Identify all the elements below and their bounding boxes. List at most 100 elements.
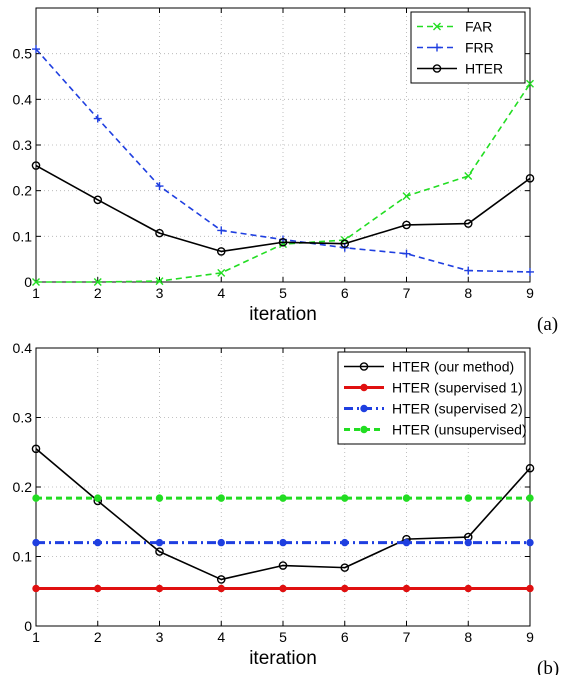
- data-point: [402, 584, 411, 593]
- x-axis-label: iteration: [249, 304, 317, 325]
- x-tick-label: 8: [464, 629, 472, 645]
- data-point: [32, 584, 40, 593]
- data-point: [464, 266, 473, 275]
- data-point: [463, 219, 473, 228]
- x-tick-label: 6: [341, 285, 349, 301]
- data-point: [93, 195, 103, 205]
- y-tick-label: 0.2: [13, 479, 33, 495]
- y-tick-label: 0: [24, 618, 32, 634]
- series-frr: [32, 45, 534, 276]
- data-point: [464, 584, 472, 593]
- x-tick-label: 4: [217, 629, 225, 645]
- legend-marker: [360, 404, 368, 413]
- series-hter-supervised-2: [32, 538, 534, 547]
- data-point: [464, 172, 473, 181]
- x-tick-label: 6: [341, 629, 349, 645]
- chart-a: 1 2 3 4 5 6 7 8 9 0 0.1 0.2 0.3 0.4 0.5 iteration (a) FAR…: [13, 7, 558, 335]
- x-tick-label: 1: [32, 285, 40, 301]
- data-point: [341, 494, 349, 502]
- data-point: [525, 463, 535, 473]
- data-point: [216, 247, 226, 256]
- data-point: [402, 249, 411, 258]
- x-tick-label: 5: [279, 285, 287, 301]
- data-point: [278, 237, 288, 247]
- data-point: [217, 494, 225, 502]
- panel-label: (a): [537, 314, 558, 335]
- data-point: [155, 182, 164, 191]
- data-point: [464, 538, 472, 547]
- legend: FAR FRR HTER: [410, 11, 526, 84]
- data-point: [526, 267, 534, 276]
- y-tick-label: 0.4: [13, 91, 33, 107]
- data-point: [526, 494, 534, 502]
- x-tick-label: 2: [94, 285, 102, 301]
- legend-marker: [433, 43, 441, 52]
- x-tick-label: 3: [156, 285, 164, 301]
- data-point: [217, 538, 225, 547]
- legend-label: HTER: [465, 61, 503, 77]
- data-point: [402, 192, 411, 201]
- data-point: [155, 538, 164, 547]
- data-point: [526, 584, 534, 593]
- data-point: [402, 494, 411, 502]
- data-point: [155, 547, 164, 556]
- data-point: [340, 239, 350, 248]
- x-tick-label: 4: [217, 285, 225, 301]
- data-point: [278, 561, 288, 570]
- data-point: [93, 114, 102, 123]
- legend-marker: [432, 64, 442, 73]
- data-point: [155, 584, 164, 593]
- x-tick-label: 3: [156, 629, 164, 645]
- legend-marker: [360, 425, 368, 434]
- y-tick-label: 0.3: [13, 137, 33, 153]
- x-tick-label: 5: [279, 629, 287, 645]
- data-point: [340, 563, 350, 572]
- data-point: [94, 494, 102, 502]
- chart-b: 1 2 3 4 5 6 7 8 9 0 0.1 0.2 0.3 0.4 iteration (b) HTER (…: [13, 340, 560, 675]
- series-line: [35, 448, 531, 581]
- data-point: [402, 220, 411, 230]
- legend-label: HTER (unsupervised): [392, 422, 527, 438]
- data-point: [155, 277, 164, 286]
- data-point: [32, 45, 40, 54]
- data-point: [279, 538, 287, 547]
- x-tick-label: 9: [526, 629, 534, 645]
- x-tick-label: 8: [464, 285, 472, 301]
- x-tick-label: 9: [526, 285, 534, 301]
- x-axis-label: iteration: [249, 648, 317, 669]
- legend: HTER (our method) HTER (supervised 1) HTER…: [337, 351, 527, 445]
- data-point: [402, 538, 411, 547]
- data-point: [93, 278, 102, 286]
- x-tick-label: 2: [94, 629, 102, 645]
- data-point: [279, 584, 287, 593]
- x-tick-label: 7: [403, 285, 411, 301]
- legend-label: HTER (supervised 2): [392, 401, 523, 417]
- data-point: [94, 538, 102, 547]
- y-tick-label: 0: [24, 274, 32, 290]
- legend-marker: [359, 362, 369, 371]
- data-point: [341, 538, 349, 547]
- data-point: [32, 278, 40, 286]
- series-hter-unsupervised: [32, 494, 534, 502]
- legend-marker: [360, 383, 368, 392]
- legend-box: [410, 11, 526, 84]
- data-point: [217, 268, 226, 277]
- x-tick-label: 1: [32, 629, 40, 645]
- data-point: [32, 538, 40, 547]
- data-point: [526, 538, 534, 547]
- data-point: [217, 584, 225, 593]
- data-point: [32, 494, 40, 502]
- legend-label: FRR: [465, 40, 494, 56]
- data-point: [31, 161, 41, 170]
- legend-label: FAR: [465, 19, 492, 35]
- data-point: [341, 584, 349, 593]
- data-point: [31, 444, 41, 454]
- series-hter-our-method: [31, 444, 535, 584]
- series-line: [35, 164, 531, 253]
- y-tick-label: 0.3: [13, 410, 33, 426]
- data-point: [155, 228, 164, 238]
- legend-marker: [433, 22, 441, 31]
- y-tick-label: 0.1: [13, 228, 33, 244]
- series-far: [32, 79, 534, 286]
- data-point: [217, 226, 226, 235]
